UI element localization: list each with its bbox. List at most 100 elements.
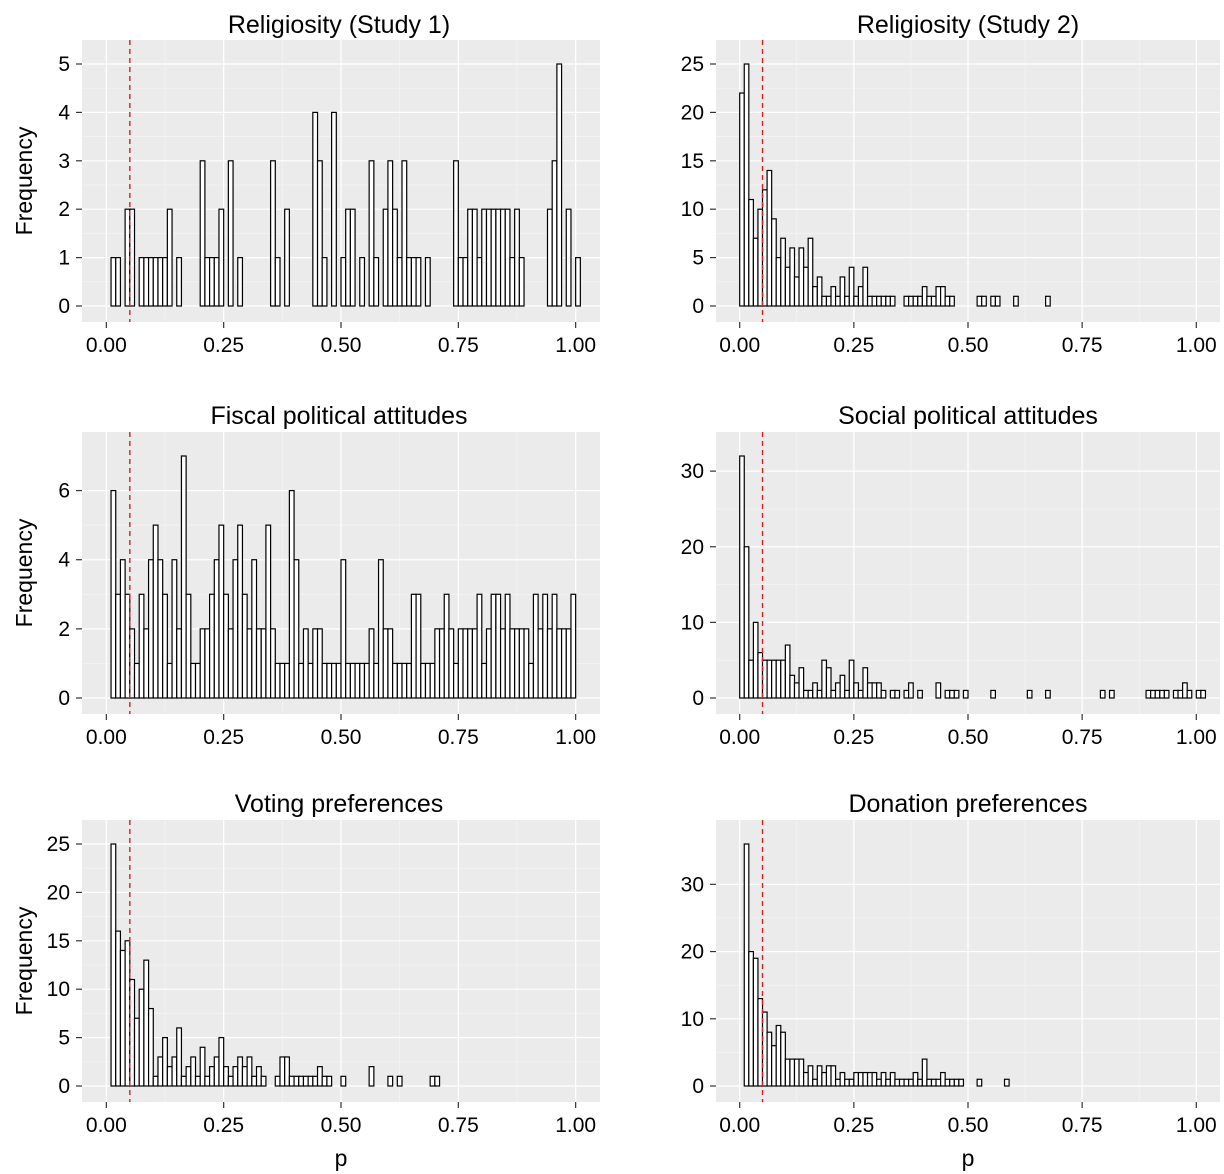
histogram-bar bbox=[199, 160, 206, 307]
histogram-bar bbox=[129, 628, 136, 699]
histogram-bar bbox=[288, 1075, 295, 1087]
histogram-bar bbox=[401, 662, 408, 699]
y-tick-label: 0 bbox=[58, 687, 70, 710]
histogram-bar bbox=[1159, 689, 1165, 699]
histogram-bar bbox=[949, 1078, 955, 1087]
histogram-bar bbox=[921, 1058, 928, 1087]
histogram-bar bbox=[457, 628, 464, 699]
y-axis-title: Frequency bbox=[11, 126, 37, 235]
histogram-bar bbox=[138, 593, 145, 699]
histogram-bar bbox=[848, 1078, 855, 1087]
histogram-bar bbox=[373, 662, 380, 699]
histogram-bar bbox=[208, 257, 215, 307]
histogram-bar bbox=[816, 689, 823, 699]
histogram-bar bbox=[1150, 689, 1156, 699]
histogram-bar bbox=[862, 266, 869, 307]
histogram-bar bbox=[293, 1075, 300, 1087]
histogram-bar bbox=[1026, 689, 1033, 699]
histogram-bar bbox=[185, 1066, 192, 1087]
histogram-bar bbox=[227, 628, 234, 699]
histogram-bar bbox=[780, 659, 786, 699]
histogram-bar bbox=[316, 1066, 323, 1087]
histogram-bar bbox=[349, 662, 356, 699]
histogram-bar bbox=[857, 286, 864, 307]
histogram-bar bbox=[509, 628, 516, 699]
histogram-bar bbox=[481, 662, 488, 699]
histogram-bar bbox=[157, 1056, 164, 1087]
histogram-bar bbox=[110, 257, 117, 307]
histogram-bar bbox=[921, 286, 928, 307]
histogram-bar bbox=[232, 1066, 239, 1087]
histogram-bar bbox=[279, 1056, 286, 1087]
x-tick-label: 0.75 bbox=[1062, 1114, 1103, 1137]
histogram-bar bbox=[912, 295, 919, 307]
histogram-bar bbox=[894, 689, 901, 699]
histogram-bar bbox=[265, 524, 272, 699]
histogram-bar bbox=[1099, 689, 1106, 699]
histogram-bar bbox=[542, 593, 549, 699]
histogram-bar bbox=[335, 662, 342, 699]
x-tick-label: 0.75 bbox=[1062, 334, 1103, 357]
histogram-bar bbox=[789, 674, 796, 699]
y-tick-label: 5 bbox=[58, 1027, 70, 1050]
histogram-bar bbox=[340, 1075, 347, 1087]
histogram-bar bbox=[771, 218, 777, 307]
histogram-bar bbox=[274, 257, 281, 307]
histogram-bar bbox=[204, 628, 211, 699]
histogram-bar bbox=[298, 662, 305, 699]
x-tick-label: 1.00 bbox=[1176, 726, 1217, 749]
histogram-bar bbox=[862, 1071, 869, 1087]
histogram-bar bbox=[208, 593, 215, 699]
histogram-bar bbox=[284, 662, 290, 699]
histogram-bar bbox=[194, 662, 201, 699]
histogram-bar bbox=[284, 1056, 290, 1087]
histogram-bar bbox=[434, 628, 441, 699]
histogram-bar bbox=[251, 559, 258, 699]
histogram-bar bbox=[302, 1075, 309, 1087]
histogram-bar bbox=[420, 662, 427, 699]
histogram-bar bbox=[321, 1075, 328, 1087]
histogram-bar bbox=[152, 524, 159, 699]
histogram-bar bbox=[387, 628, 394, 699]
y-tick-label: 25 bbox=[47, 833, 70, 856]
histogram-bar bbox=[990, 689, 996, 699]
y-tick-label: 5 bbox=[58, 53, 70, 76]
histogram-bar bbox=[908, 1078, 914, 1087]
histogram-bar bbox=[115, 593, 122, 699]
histogram-bar bbox=[340, 559, 347, 699]
histogram-bar bbox=[798, 1058, 805, 1087]
histogram-bar bbox=[382, 628, 389, 699]
histogram-bar bbox=[457, 257, 464, 307]
histogram-bar bbox=[748, 950, 754, 1087]
panel-2: 0.00 0.25 0.50 0.75 1.00 0 5 10 15 20 25 Religiosit… bbox=[681, 11, 1220, 357]
histogram-bar bbox=[812, 1078, 818, 1087]
histogram-bar bbox=[124, 940, 131, 1087]
histogram-bar bbox=[1108, 689, 1115, 699]
histogram-bar bbox=[218, 524, 225, 699]
y-tick-label: 1 bbox=[58, 247, 70, 270]
histogram-bar bbox=[363, 662, 370, 699]
histogram-bar bbox=[147, 559, 154, 699]
histogram-bar bbox=[485, 208, 492, 307]
histogram-bar bbox=[340, 257, 347, 307]
histogram-bar bbox=[307, 1075, 314, 1087]
histogram-bar bbox=[199, 628, 206, 699]
histogram-bar bbox=[514, 208, 520, 307]
histogram-bar bbox=[825, 295, 832, 307]
histogram-bar bbox=[321, 257, 328, 307]
histogram-bar bbox=[528, 662, 535, 699]
panel-title: Voting preferences bbox=[235, 790, 443, 818]
y-tick-label: 0 bbox=[692, 687, 704, 710]
histogram-bar bbox=[556, 628, 563, 699]
histogram-bar bbox=[147, 1007, 154, 1087]
histogram-bar bbox=[546, 208, 553, 307]
histogram-bar bbox=[834, 295, 841, 307]
histogram-bar bbox=[743, 63, 750, 307]
histogram-bar bbox=[312, 111, 319, 307]
histogram-bar bbox=[162, 593, 168, 699]
x-tick-label: 1.00 bbox=[555, 1114, 596, 1137]
histogram-bar bbox=[821, 1071, 828, 1087]
y-tick-label: 15 bbox=[47, 930, 70, 953]
histogram-bar bbox=[504, 208, 511, 307]
histogram-bar bbox=[570, 593, 577, 699]
